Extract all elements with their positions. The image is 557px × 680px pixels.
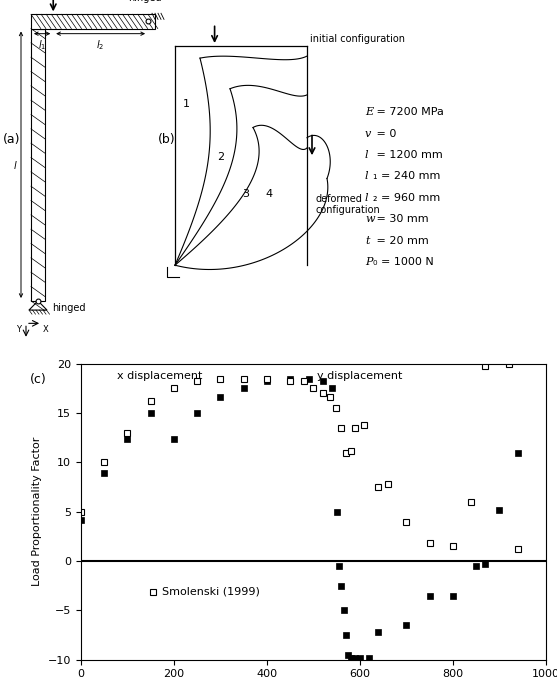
Text: $l_1$: $l_1$ — [38, 37, 46, 52]
Bar — [31, 14, 155, 29]
Text: deformed
configuration: deformed configuration — [315, 194, 380, 216]
Text: = 0: = 0 — [373, 129, 397, 139]
Text: x displacement: x displacement — [117, 371, 203, 381]
Text: = 20 mm: = 20 mm — [373, 236, 429, 245]
Text: = 30 mm: = 30 mm — [373, 214, 429, 224]
Text: ₂ = 960 mm: ₂ = 960 mm — [373, 193, 440, 203]
Text: 3: 3 — [242, 189, 249, 199]
Text: E: E — [365, 107, 373, 117]
Text: P: P — [365, 257, 373, 267]
Text: initial configuration: initial configuration — [310, 34, 405, 44]
Text: l: l — [365, 171, 369, 182]
Text: X: X — [43, 326, 49, 335]
Text: = 7200 MPa: = 7200 MPa — [373, 107, 444, 117]
Text: $l_2$: $l_2$ — [96, 37, 105, 52]
Text: l: l — [365, 193, 369, 203]
Text: t: t — [365, 236, 369, 245]
Text: v: v — [365, 129, 372, 139]
Text: w: w — [365, 214, 374, 224]
Text: 2: 2 — [217, 152, 224, 162]
Text: (a): (a) — [3, 133, 21, 146]
Text: 1: 1 — [183, 99, 190, 109]
Text: (b): (b) — [158, 133, 175, 146]
Y-axis label: Load Proportionality Factor: Load Proportionality Factor — [32, 437, 42, 586]
Text: Y: Y — [16, 326, 21, 335]
Text: = 1200 mm: = 1200 mm — [373, 150, 443, 160]
Text: $l$: $l$ — [13, 158, 18, 171]
Bar — [31, 29, 45, 301]
Text: Smolenski (1999): Smolenski (1999) — [162, 587, 260, 596]
Text: ₀ = 1000 N: ₀ = 1000 N — [373, 257, 434, 267]
Text: hinged: hinged — [52, 303, 86, 313]
Text: ₁ = 240 mm: ₁ = 240 mm — [373, 171, 441, 182]
Text: 4: 4 — [265, 189, 272, 199]
Text: y displacement: y displacement — [317, 371, 403, 381]
Text: (c): (c) — [30, 373, 46, 386]
Text: l: l — [365, 150, 369, 160]
Text: hinged: hinged — [128, 0, 162, 3]
